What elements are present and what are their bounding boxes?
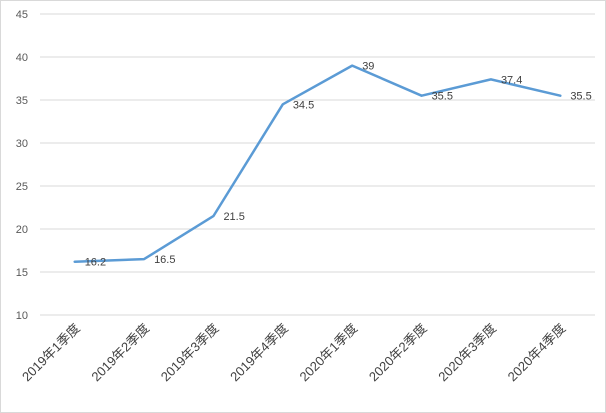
x-tick-label: 2019年4季度 — [227, 321, 291, 385]
x-tick-label: 2020年1季度 — [297, 321, 361, 385]
y-tick-label: 15 — [16, 267, 28, 279]
y-axis-ticks: 10 15 20 25 30 35 40 45 — [16, 9, 28, 322]
x-tick-label: 2020年3季度 — [435, 321, 499, 385]
y-tick-label: 45 — [16, 9, 28, 21]
y-tick-label: 10 — [16, 310, 28, 322]
y-tick-label: 30 — [16, 138, 28, 150]
x-tick-label: 2019年1季度 — [19, 321, 83, 385]
y-tick-label: 35 — [16, 95, 28, 107]
y-tick-label: 20 — [16, 224, 28, 236]
data-label: 37.4 — [501, 74, 522, 86]
x-axis-ticks: 2019年1季度 2019年2季度 2019年3季度 2019年4季度 2020年1季度… — [19, 321, 568, 385]
data-label: 16.2 — [85, 257, 106, 269]
x-tick-label: 2020年2季度 — [366, 321, 430, 385]
data-label: 21.5 — [223, 211, 244, 223]
x-tick-label: 2020年4季度 — [505, 321, 569, 385]
x-tick-label: 2019年3季度 — [158, 321, 222, 385]
y-tick-label: 40 — [16, 52, 28, 64]
data-label: 34.5 — [293, 99, 314, 111]
data-label: 16.5 — [154, 254, 175, 266]
x-tick-label: 2019年2季度 — [88, 321, 152, 385]
series-line — [73, 64, 562, 263]
data-labels: 16.2 16.5 21.5 34.5 39 35.5 37.4 35.5 — [85, 61, 592, 269]
data-label: 39 — [362, 61, 374, 73]
y-tick-label: 25 — [16, 181, 28, 193]
gridlines — [40, 13, 595, 316]
data-label: 35.5 — [432, 91, 453, 103]
data-label: 35.5 — [570, 91, 591, 103]
